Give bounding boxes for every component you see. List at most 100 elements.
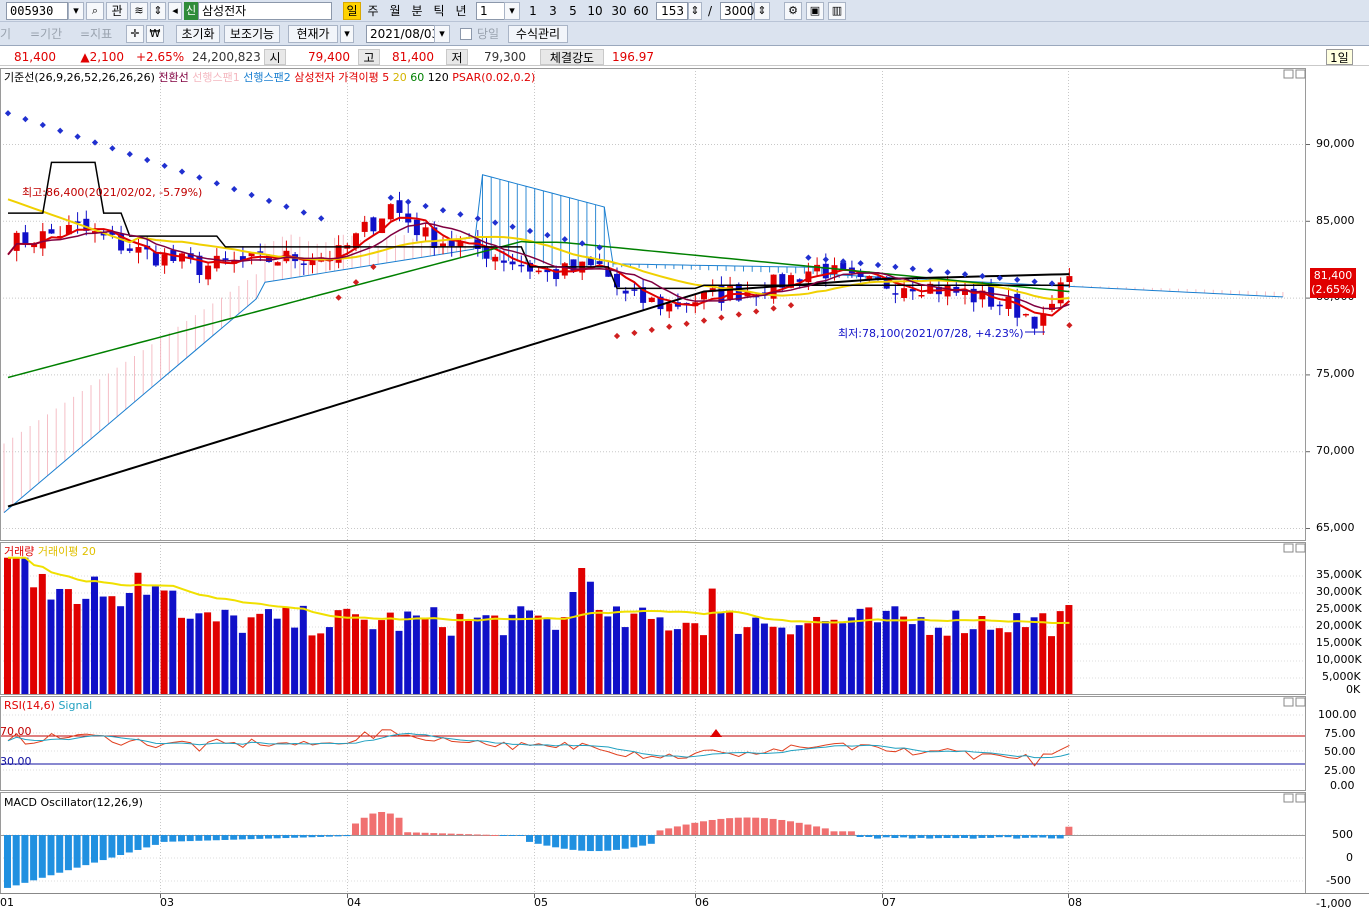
x-label-jul: 07 — [882, 896, 896, 909]
legend-rsi[interactable]: RSI(14,6) — [4, 699, 55, 712]
legend-conversion[interactable]: 전환선 — [158, 71, 189, 84]
legend-volume[interactable]: 거래량 — [4, 545, 35, 558]
legend-psar[interactable]: PSAR(0.02,0.2) — [452, 71, 536, 84]
interval-60-button[interactable]: 60 — [633, 4, 649, 18]
volume-bar — [430, 607, 438, 694]
high-price: 81,400 — [392, 50, 434, 64]
menu-item-period[interactable]: =기간 — [30, 27, 63, 41]
chevron-down-icon[interactable]: ▾ — [504, 2, 520, 20]
volume-bar — [543, 619, 551, 694]
date-input[interactable]: 2021/08/03 — [366, 25, 439, 43]
open-label: 시 — [264, 49, 286, 65]
volume-bar — [917, 617, 925, 694]
rsi-tick-50: 50.00 — [1324, 745, 1356, 758]
x-label-jun: 06 — [695, 896, 709, 909]
period-minute-button[interactable]: 분 — [411, 4, 423, 18]
price-type-select[interactable]: 현재가 — [288, 25, 338, 43]
stepper-icon[interactable]: ⇕ — [754, 2, 770, 20]
volume-bar — [934, 627, 942, 694]
macd-bar — [1056, 835, 1064, 839]
chevron-down-icon[interactable]: ▾ — [68, 2, 84, 20]
save-icon[interactable]: ▣ — [806, 2, 824, 20]
stack-icon[interactable]: ≋ — [130, 2, 148, 20]
chevron-down-icon[interactable]: ▾ — [434, 25, 450, 43]
crosshair-icon[interactable]: ✛ — [126, 25, 144, 43]
interval-5-button[interactable]: 5 — [569, 4, 577, 18]
volume-bar — [795, 625, 803, 694]
macd-bar — [386, 813, 394, 835]
up-down-icon[interactable]: ⇕ — [150, 2, 166, 20]
gear-icon[interactable]: ⚙ — [784, 2, 802, 20]
stock-name-field[interactable]: 삼성전자 — [198, 2, 332, 20]
legend-span2[interactable]: 선행스팬2 — [243, 71, 291, 84]
psar-dot — [405, 198, 412, 206]
menu-item-indicator[interactable]: =지표 — [80, 27, 113, 41]
candle-body — [918, 295, 925, 297]
count-total-field[interactable]: 3000 — [720, 2, 755, 20]
macd-bar — [343, 835, 351, 837]
y-tick-85000: 85,000 — [1316, 214, 1355, 227]
formula-manage-button[interactable]: 수식관리 — [508, 25, 568, 43]
currency-icon[interactable]: ₩ — [146, 25, 164, 43]
period-week-button[interactable]: 주 — [367, 4, 379, 18]
panel-frames — [0, 68, 1369, 894]
candle-body — [74, 221, 81, 223]
legend-volume-ma20[interactable]: 거래이평 20 — [37, 545, 96, 558]
volume-bar — [656, 617, 664, 694]
count-input[interactable]: 153 — [656, 2, 688, 20]
interval-10-button[interactable]: 10 — [587, 4, 603, 18]
volume-bar — [204, 612, 212, 694]
period-day-button[interactable]: 일 — [343, 2, 361, 20]
strength-label: 체결강도 — [540, 49, 604, 65]
macd-bar — [995, 835, 1003, 838]
legend-ma20[interactable]: 20 — [392, 71, 407, 84]
legend-ma60[interactable]: 60 — [410, 71, 425, 84]
candle-body — [196, 255, 203, 275]
interval-select[interactable]: 1 — [476, 2, 506, 20]
flag-icon[interactable]: ◂ — [168, 2, 182, 20]
chevron-down-icon[interactable]: ▾ — [340, 25, 354, 43]
rsi-signal-line — [7, 732, 1070, 759]
interval-3-button[interactable]: 3 — [549, 4, 557, 18]
candle-body — [927, 283, 934, 294]
macd-bar — [987, 835, 995, 838]
volume-bar — [595, 609, 603, 694]
interval-30-button[interactable]: 30 — [611, 4, 627, 18]
aux-function-button[interactable]: 보조기능 — [224, 25, 280, 43]
legend-ma5[interactable]: 가격이평 5 — [338, 71, 390, 84]
legend-stock[interactable]: 삼성전자 — [294, 71, 335, 84]
search-icon[interactable]: ⌕ — [86, 2, 104, 20]
legend-ma120[interactable]: 120 — [427, 71, 449, 84]
macd-bar — [456, 833, 464, 835]
interval-1-button[interactable]: 1 — [529, 4, 537, 18]
volume-bar — [978, 616, 986, 694]
candle-body — [396, 200, 403, 213]
volume-bar — [578, 568, 586, 694]
period-month-button[interactable]: 월 — [389, 4, 401, 18]
period-year-button[interactable]: 년 — [455, 4, 467, 18]
legend-span1[interactable]: 선행스팬1 — [192, 71, 240, 84]
stock-code-input[interactable]: 005930 — [6, 2, 68, 20]
menu-item-first[interactable]: 기 — [0, 27, 12, 41]
psar-dot — [492, 219, 499, 226]
reset-button[interactable]: 초기화 — [176, 25, 220, 43]
candle-body — [266, 255, 272, 262]
legend-rsi-signal[interactable]: Signal — [58, 699, 93, 712]
candle-body — [448, 239, 455, 247]
legend-base-line[interactable]: 기준선(26,9,26,52,26,26,26) — [4, 71, 155, 84]
rsi-tick-75: 75.00 — [1324, 727, 1356, 740]
legend-macd[interactable]: MACD Oscillator(12,26,9) — [4, 796, 143, 809]
psar-dot — [805, 254, 812, 261]
stepper-icon[interactable]: ⇕ — [688, 2, 702, 20]
candle-body — [300, 263, 307, 265]
candle-body — [126, 248, 133, 251]
chart-icon[interactable]: ▥ — [828, 2, 846, 20]
candle-body — [361, 221, 368, 232]
volume-bar — [630, 613, 638, 694]
period-tick-button[interactable]: 틱 — [433, 4, 445, 18]
ma120-line — [7, 273, 1070, 508]
watchlist-button[interactable]: 관 — [106, 2, 128, 20]
same-day-checkbox[interactable] — [460, 28, 472, 40]
psar-dot — [648, 326, 655, 333]
